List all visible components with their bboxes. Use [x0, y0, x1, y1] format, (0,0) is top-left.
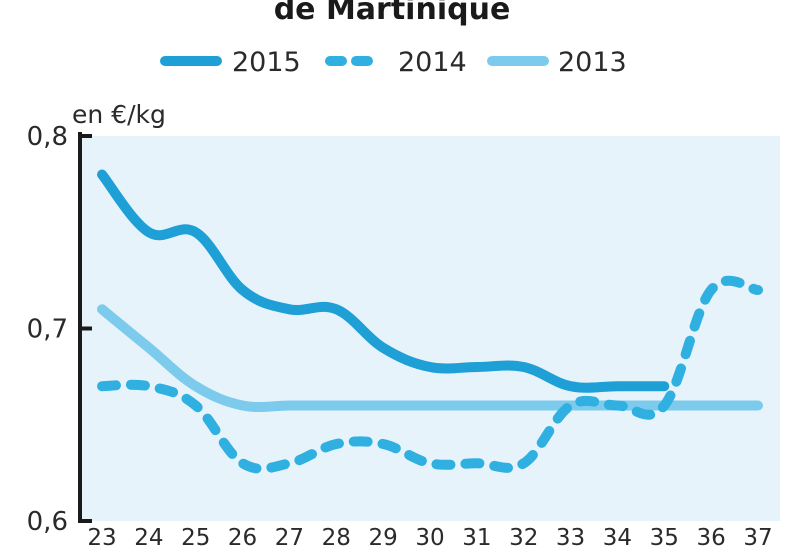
x-tick-label: 23 — [87, 525, 116, 550]
y-axis-unit-label: en €/kg — [72, 100, 166, 129]
x-tick-label: 37 — [743, 525, 772, 550]
legend-label-2014: 2014 — [398, 47, 467, 78]
x-tick-label: 29 — [369, 525, 398, 550]
x-tick-label: 25 — [181, 525, 210, 550]
chart-title: de Martinique — [274, 0, 511, 27]
plot-background — [80, 136, 780, 521]
x-axis-ticks: 23 24 25 26 27 28 29 30 31 32 33 34 35 36 37 — [87, 525, 772, 550]
x-tick-label: 26 — [228, 525, 257, 550]
series-layer — [97, 169, 763, 474]
legend-label-2013: 2013 — [558, 47, 627, 78]
legend-label-2015: 2015 — [232, 47, 301, 78]
y-tick-label: 0,6 — [27, 507, 68, 537]
x-tick-label: 33 — [556, 525, 585, 550]
y-tick-label: 0,8 — [27, 122, 68, 152]
series-line-2015 — [97, 169, 670, 393]
x-tick-label: 24 — [134, 525, 163, 550]
x-tick-label: 32 — [509, 525, 538, 550]
series-line-2014 — [97, 275, 763, 474]
x-tick-label: 27 — [275, 525, 304, 550]
y-tick-label: 0,7 — [27, 315, 68, 345]
legend: 2015 2014 2013 — [160, 47, 627, 78]
y-axis-ticks: 0,6 0,7 0,8 — [27, 122, 92, 537]
x-tick-label: 28 — [322, 525, 351, 550]
x-tick-label: 34 — [603, 525, 632, 550]
series-line-2013 — [97, 304, 763, 413]
x-tick-label: 30 — [415, 525, 444, 550]
x-tick-label: 36 — [697, 525, 726, 550]
x-tick-label: 31 — [462, 525, 491, 550]
x-tick-label: 35 — [650, 525, 679, 550]
